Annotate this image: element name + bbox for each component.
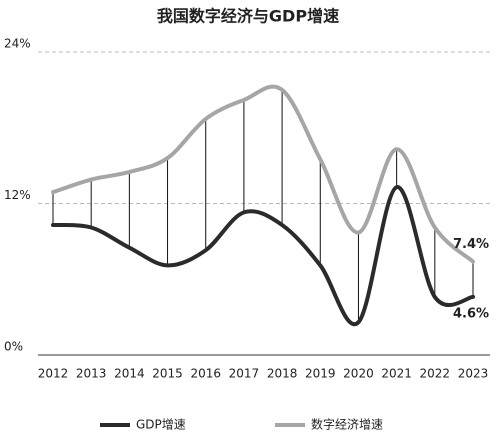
- y-tick-label: 12%: [4, 188, 31, 202]
- y-tick-label: 0%: [4, 340, 23, 354]
- x-tick-label: 2012: [38, 367, 69, 381]
- legend-label: 数字经济增速: [311, 417, 383, 432]
- legend-label: GDP增速: [136, 418, 186, 432]
- data-label: 4.6%: [453, 306, 489, 321]
- data-label: 7.4%: [453, 237, 489, 252]
- x-tick-label: 2022: [420, 367, 451, 381]
- x-tick-label: 2023: [458, 367, 489, 381]
- y-tick-label: 24%: [4, 37, 31, 51]
- x-tick-label: 2021: [381, 367, 412, 381]
- x-tick-label: 2014: [114, 367, 145, 381]
- x-tick-label: 2019: [305, 367, 336, 381]
- chart-title: 我国数字经济与GDP增速: [157, 7, 339, 26]
- x-tick-label: 2013: [76, 367, 107, 381]
- x-tick-label: 2018: [267, 367, 298, 381]
- x-tick-label: 2020: [343, 367, 374, 381]
- series-line: [51, 84, 475, 264]
- x-tick-label: 2016: [190, 367, 221, 381]
- series-line: [51, 185, 475, 327]
- x-tick-label: 2015: [152, 367, 183, 381]
- x-tick-label: 2017: [229, 367, 260, 381]
